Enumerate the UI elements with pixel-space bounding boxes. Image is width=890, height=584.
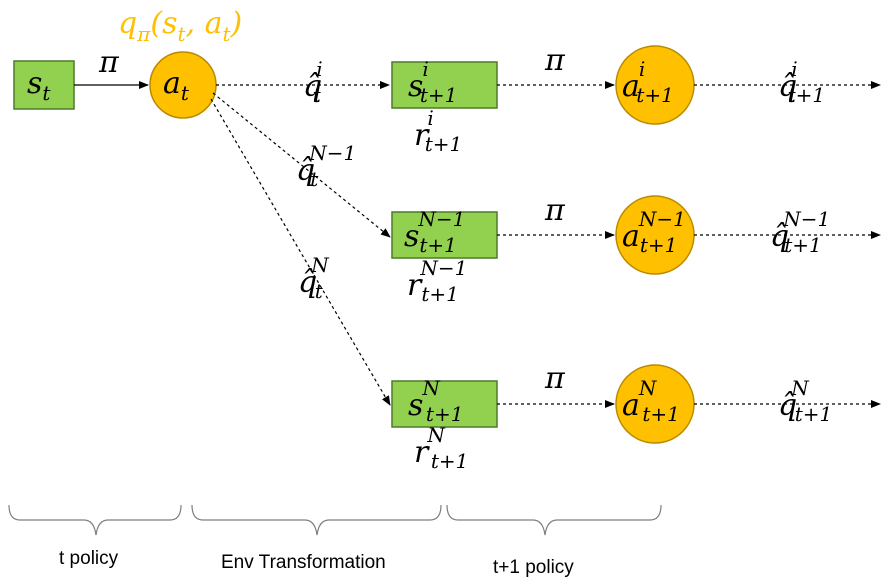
q-next-branch-n-1: q̂N−1 t+1 [770, 207, 830, 257]
policy-symbol-branch-i: π [544, 43, 566, 78]
brace-t-policy [8, 504, 182, 536]
reward-branch-n: rN t+1 [414, 423, 468, 473]
state-t-node: st [13, 60, 75, 110]
caption-t1-policy: t+1 policy [493, 557, 574, 578]
action-branch-i: ai t+1 [615, 45, 695, 125]
policy-symbol-branch-n: π [544, 361, 566, 396]
q-next-branch-i: q̂i t+1 [778, 57, 825, 107]
svg-text:at: at [163, 66, 190, 105]
q-pi-label: qπ(st, at) [118, 6, 242, 46]
action-t-node: at [149, 51, 217, 119]
svg-text:sN−1t+1: sN−1 t+1 [404, 207, 465, 257]
policy-symbol-branch-n-1: π [544, 193, 566, 228]
svg-text:sit+1: si t+1 [408, 57, 457, 107]
brace-t1-policy [446, 504, 662, 536]
state-branch-i: si t+1 [391, 57, 498, 109]
arrow-at-to-branch-n-1 [212, 92, 391, 238]
policy-symbol-t: π [98, 45, 120, 80]
brace-env-transformation [191, 504, 442, 536]
q-t-branch-i: q̂i t [303, 57, 323, 107]
svg-text:qπ(st, at): qπ(st, at) [118, 6, 242, 46]
state-box-n-1 [391, 211, 498, 259]
reward-branch-n-1: rN−1 t+1 [407, 256, 467, 306]
svg-text:ait+1: ai t+1 [622, 57, 674, 107]
q-next-branch-n: q̂N t+1 [778, 376, 832, 426]
action-branch-n: aN t+1 [615, 364, 695, 444]
state-branch-n-1: sN−1 t+1 [391, 207, 498, 259]
caption-env-transformation: Env Transformation [221, 552, 386, 573]
svg-text:sNt+1: sN t+1 [408, 376, 463, 426]
reward-branch-i: ri t+1 [414, 106, 462, 156]
action-branch-n-1: aN−1 t+1 [615, 195, 695, 275]
q-t-branch-n-1: q̂N−1 t [296, 141, 356, 191]
state-branch-n: sN t+1 [391, 376, 498, 428]
svg-text:aN−1t+1: aN−1 t+1 [622, 207, 686, 257]
svg-text:st: st [27, 66, 51, 105]
q-t-branch-n: q̂N t [298, 253, 330, 303]
caption-t-policy: t policy [59, 548, 119, 569]
svg-text:aNt+1: aN t+1 [622, 376, 680, 426]
arrow-at-to-branch-n [210, 98, 391, 406]
state-box-n [391, 380, 498, 428]
state-t-box [13, 60, 75, 110]
